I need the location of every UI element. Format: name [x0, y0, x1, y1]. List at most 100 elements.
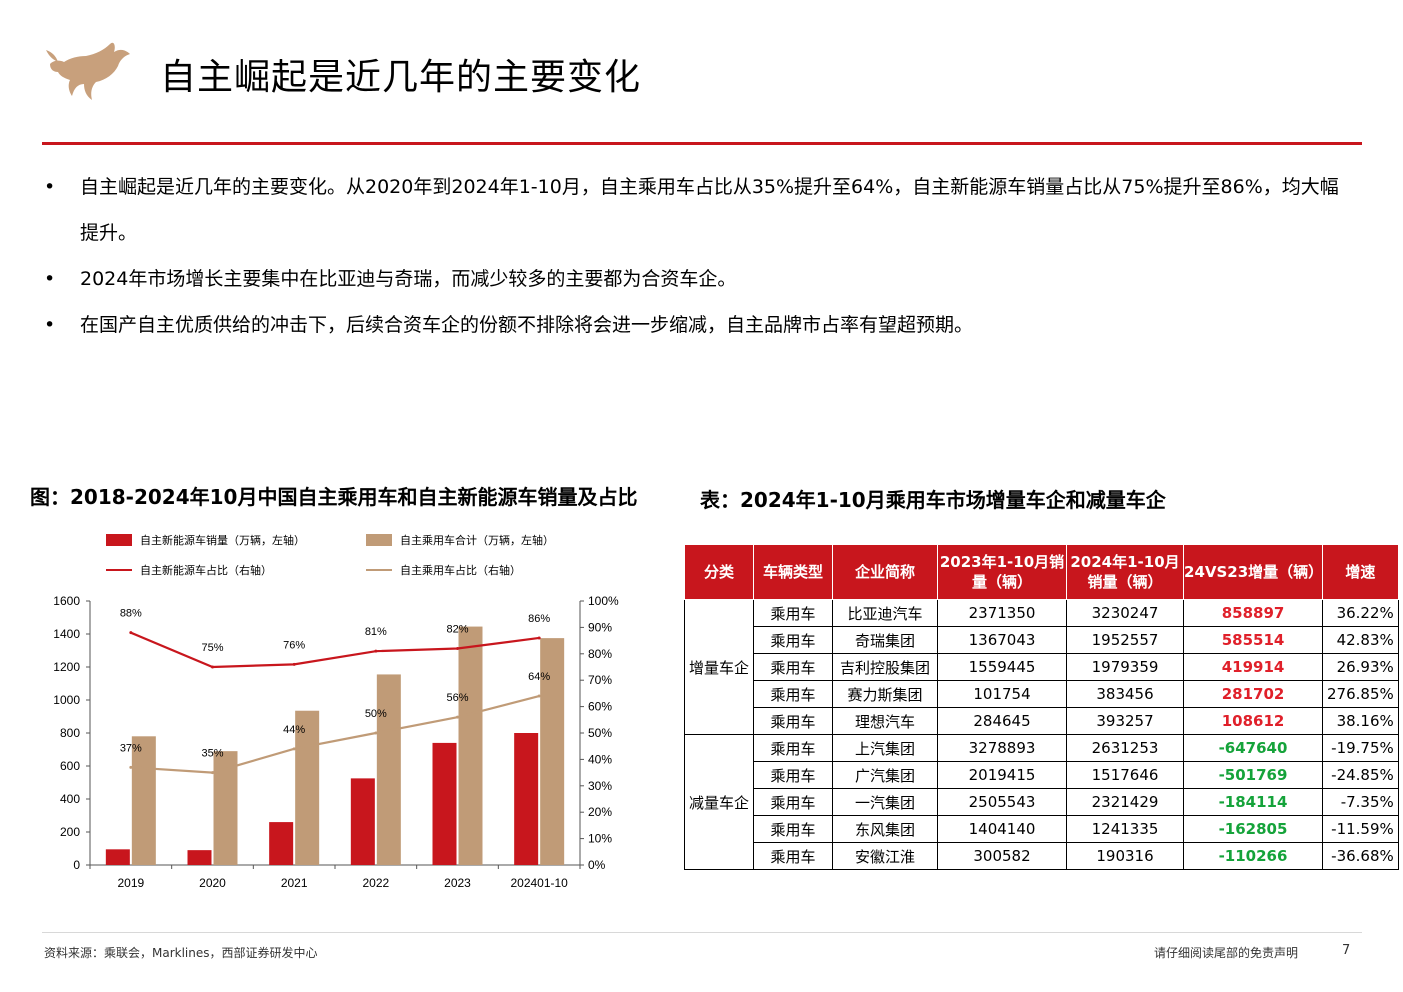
right-axis-tick-label: 10% — [588, 832, 612, 846]
bullet-text: 2024年市场增长主要集中在比亚迪与奇瑞，而减少较多的主要都为合资车企。 — [80, 268, 737, 290]
header-company: 企业简称 — [832, 544, 939, 600]
line-point-2-4 — [456, 647, 459, 651]
left-axis-tick-label: 1600 — [53, 594, 80, 608]
type-cell: 乘用车 — [753, 653, 834, 681]
left-axis-tick-label: 400 — [60, 792, 80, 806]
line-point-3-3 — [374, 731, 378, 735]
line-point-3-2 — [292, 747, 296, 751]
table-row: 减量车企 乘用车 上汽集团 3278893 2631253 -647640 -19.75% — [683, 734, 1399, 870]
sales-share-chart: 0 200 400 600 800 1000 1200 1400 1600 0% 10% 20% 30%… — [53, 533, 619, 890]
line-data-label: 75% — [201, 642, 223, 654]
line-point-3-1 — [211, 771, 214, 775]
title-rule — [42, 142, 1362, 145]
rate-cell: -19.75% — [1322, 734, 1399, 762]
delta-cell: 108612 — [1183, 707, 1324, 735]
right-axis-tick-label: 40% — [588, 752, 612, 766]
header-2023-sales: 2023年1-10月销量（辆） — [937, 544, 1068, 600]
chart-title: 图：2018-2024年10月中国自主乘用车和自主新能源车销量及占比 — [30, 485, 638, 509]
sales-2023-cell: 2371350 — [937, 599, 1068, 627]
header-vehicle-type: 车辆类型 — [753, 544, 834, 600]
bullet-item: • 自主崛起是近几年的主要变化。从2020年到2024年1-10月，自主乘用车占… — [44, 164, 1354, 256]
table-row: 乘用车 东风集团 1404140 1241335 -162805 -11.59% — [685, 815, 1399, 843]
line-point-2-3 — [374, 649, 378, 653]
line-point-2-5 — [537, 636, 541, 640]
line-point-2-2 — [292, 662, 296, 666]
type-cell: 乘用车 — [753, 842, 834, 870]
bullet-list: • 自主崛起是近几年的主要变化。从2020年到2024年1-10月，自主乘用车占… — [44, 164, 1354, 348]
sales-2024-cell: 3230247 — [1066, 599, 1185, 627]
delta-cell: -162805 — [1183, 815, 1324, 843]
bullet-text: 在国产自主优质供给的冲击下，后续合资车企的份额不排除将会进一步缩减，自主品牌市占… — [80, 314, 974, 336]
sales-2024-cell: 1952557 — [1066, 626, 1185, 654]
legend-swatch — [366, 534, 392, 546]
sales-change-table: 分类 车辆类型 企业简称 2023年1-10月销量（辆） 2024年1-10月销… — [683, 544, 1399, 870]
bar-nev-2 — [269, 822, 294, 865]
bar-nev-1 — [187, 850, 212, 865]
delta-cell: -501769 — [1183, 761, 1324, 789]
type-cell: 乘用车 — [753, 815, 834, 843]
sales-2024-cell: 383456 — [1066, 680, 1185, 708]
x-axis-tick-label: 202401-10 — [510, 876, 568, 890]
line-data-label: 50% — [365, 708, 387, 720]
bullet-dot: • — [44, 176, 56, 198]
line-data-label: 64% — [528, 671, 550, 683]
footer-rule — [42, 932, 1362, 933]
delta-cell: 281702 — [1183, 680, 1324, 708]
x-axis-tick-label: 2019 — [117, 876, 144, 890]
table-row: 乘用车 广汽集团 2019415 1517646 -501769 -24.85% — [685, 761, 1399, 789]
legend-label: 自主乘用车占比（右轴） — [400, 563, 521, 577]
type-cell: 乘用车 — [753, 761, 834, 789]
delta-cell: 419914 — [1183, 653, 1324, 681]
left-axis-tick-label: 1000 — [53, 693, 80, 707]
delta-cell: 858897 — [1183, 599, 1324, 627]
line-data-label: 88% — [120, 608, 142, 620]
right-axis-tick-label: 90% — [588, 620, 612, 634]
type-cell: 乘用车 — [753, 788, 834, 816]
sales-2024-cell: 1517646 — [1066, 761, 1185, 789]
left-axis-tick-label: 600 — [60, 759, 80, 773]
left-axis-tick-label: 200 — [60, 825, 80, 839]
type-cell: 乘用车 — [753, 707, 834, 735]
rate-cell: 26.93% — [1322, 653, 1399, 681]
header-delta: 24VS23增量（辆） — [1183, 544, 1323, 600]
bar-total-3 — [376, 674, 401, 865]
bullet-dot: • — [44, 268, 56, 290]
company-cell: 理想汽车 — [832, 707, 939, 735]
bullet-dot: • — [44, 314, 56, 336]
rate-cell: -11.59% — [1322, 815, 1399, 843]
bar-nev-3 — [350, 778, 375, 865]
rate-cell: -36.68% — [1322, 842, 1399, 870]
sales-2023-cell: 2019415 — [937, 761, 1068, 789]
x-axis-tick-label: 2021 — [281, 876, 308, 890]
rate-cell: 42.83% — [1322, 626, 1399, 654]
left-axis-tick-label: 1200 — [53, 660, 80, 674]
page-title: 自主崛起是近几年的主要变化 — [160, 57, 642, 98]
category-cell: 减量车企 — [683, 734, 755, 870]
table-row: 乘用车 奇瑞集团 1367043 1952557 585514 42.83% — [685, 626, 1399, 654]
header-category: 分类 — [683, 544, 755, 600]
delta-cell: -110266 — [1183, 842, 1324, 870]
rate-cell: 36.22% — [1322, 599, 1399, 627]
rate-cell: -7.35% — [1322, 788, 1399, 816]
header-2024-sales: 2024年1-10月销量（辆） — [1066, 544, 1185, 600]
right-axis-tick-label: 60% — [588, 700, 612, 714]
x-axis-tick-label: 2023 — [444, 876, 471, 890]
bar-total-0 — [131, 736, 156, 865]
bar-nev-0 — [105, 849, 130, 865]
bar-total-2 — [295, 710, 320, 865]
type-cell: 乘用车 — [753, 680, 834, 708]
right-axis-tick-label: 30% — [588, 779, 612, 793]
sales-2024-cell: 393257 — [1066, 707, 1185, 735]
table-row: 乘用车 理想汽车 284645 393257 108612 38.16% — [685, 707, 1399, 735]
legend-label: 自主新能源车销量（万辆，左轴） — [140, 533, 305, 547]
sales-2023-cell: 300582 — [937, 842, 1068, 870]
right-axis-tick-label: 80% — [588, 647, 612, 661]
line-data-label: 81% — [365, 626, 387, 638]
company-cell: 赛力斯集团 — [832, 680, 939, 708]
line-data-label: 56% — [446, 692, 468, 704]
left-axis-tick-label: 1400 — [53, 627, 80, 641]
table-title: 表：2024年1-10月乘用车市场增量车企和减量车企 — [700, 488, 1166, 512]
sales-2024-cell: 1979359 — [1066, 653, 1185, 681]
sales-2023-cell: 1559445 — [937, 653, 1068, 681]
type-cell: 乘用车 — [753, 599, 834, 627]
